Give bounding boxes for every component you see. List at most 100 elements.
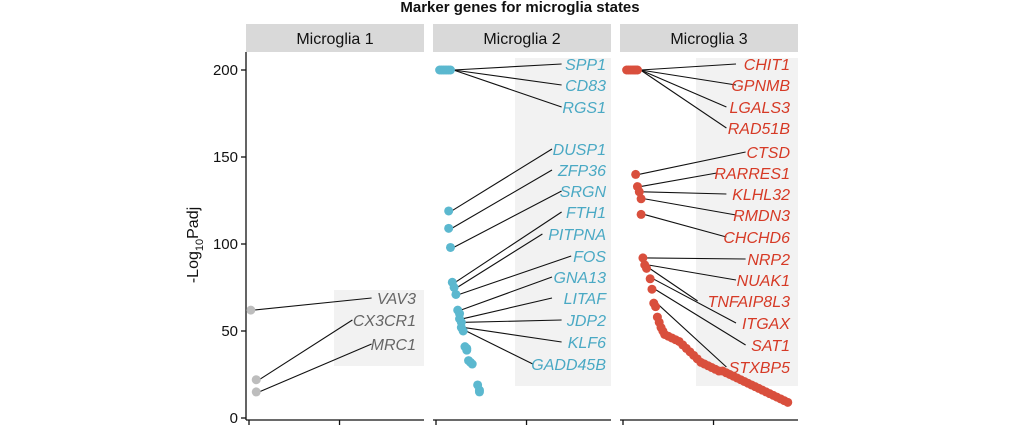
gene-label: VAV3 [377,291,416,308]
data-point [462,345,472,355]
label-connector-line [640,172,717,188]
label-connector-line [652,278,737,324]
y-tick-label: 200 [213,62,238,79]
data-point [651,302,661,312]
gene-label: GNA13 [554,270,607,287]
gene-label: PITPNA [548,227,606,244]
label-connector-line [453,190,562,248]
gene-label: CX3CR1 [353,313,416,330]
label-connector-line [643,213,727,238]
label-connector-line [656,302,727,368]
data-point [467,359,477,369]
facet-strip [433,24,611,52]
gene-label: CHCHD6 [723,230,790,247]
label-connector-line [642,191,727,195]
gene-label: KLF6 [568,335,606,352]
label-connector-line [253,297,372,311]
data-point [647,284,657,294]
y-axis-label: -Log10Padj [185,207,206,283]
data-point [645,274,655,284]
gene-label: RGS1 [562,100,606,117]
gene-label: JDP2 [566,313,606,330]
data-point [444,206,454,216]
chart-title: Marker genes for microglia states [400,0,639,16]
label-connector-line [259,343,372,393]
y-tick-label: 150 [213,149,238,166]
gene-label: RAD51B [728,121,791,138]
y-tick-label: 0 [230,410,238,427]
facet-strip [620,24,798,52]
label-connector-line [451,148,553,212]
label-connector-line [640,69,737,86]
label-connector-line [464,319,562,323]
label-connector-line [453,69,562,86]
label-connector-line [645,257,746,260]
label-connector-line [640,69,727,108]
gene-label: KLHL32 [732,187,790,204]
facet-strip [246,24,424,52]
data-point [642,263,652,273]
label-connector-line [258,319,353,381]
gene-label: LGALS3 [730,100,791,117]
data-point [445,242,455,252]
gene-label: ITGAX [742,316,791,333]
gene-label: SRGN [560,184,607,201]
gene-label: LITAF [564,291,608,308]
gene-label: FTH1 [566,205,606,222]
label-band [515,58,611,386]
data-point [458,326,468,336]
gene-label: TNFAIP8L3 [708,294,791,311]
label-connector-line [638,151,746,175]
label-connector-line [454,211,562,283]
plot-area: 0 50 100 150 200 Microglia 1 VAV3 CX3CR1 MRC1 Mic… [213,24,798,427]
data-point [783,397,793,407]
data-point [451,289,461,299]
gene-label: CD83 [565,78,606,95]
gene-label: CHIT1 [744,57,790,74]
gene-label: ZFP36 [557,163,606,180]
facet-strip-label: Microglia 2 [483,31,560,48]
label-connector-line [640,63,737,71]
gene-label: SAT1 [751,338,790,355]
data-point [638,253,648,263]
label-connector-line [462,297,553,320]
gene-label: NRP2 [747,252,790,269]
data-point [444,223,454,233]
gene-label: GADD45B [531,357,606,374]
label-connector-line [456,233,543,288]
data-point [634,187,644,197]
data-point [445,65,455,75]
y-tick-label: 50 [221,323,238,340]
gene-label: RMDN3 [733,208,790,225]
data-point [636,209,646,219]
gene-label: GPNMB [731,78,790,95]
label-connector-line [644,198,737,216]
label-connector-line [647,264,737,281]
gene-label: MRC1 [371,337,416,354]
label-connector-line [460,276,553,311]
gene-label: RARRES1 [714,166,790,183]
label-connector-line [464,326,562,343]
data-point [251,375,261,385]
label-connector-line [465,330,534,365]
data-point [449,283,459,292]
gene-label: FOS [573,249,606,266]
gene-label: CTSD [746,145,790,162]
data-point [636,194,646,204]
data-point [251,387,261,397]
label-connector-line [458,255,572,295]
data-point [632,65,642,75]
gene-label: DUSP1 [553,142,606,159]
data-point [246,305,256,315]
data-point [474,387,484,397]
y-tick-label: 100 [213,236,238,253]
facet-strip-label: Microglia 1 [296,31,373,48]
data-point [631,169,641,179]
facet-strip-label: Microglia 3 [670,31,747,48]
label-connector-line [649,267,698,302]
label-connector-line [654,288,746,346]
label-connector-line [451,169,553,229]
label-band [696,58,798,386]
